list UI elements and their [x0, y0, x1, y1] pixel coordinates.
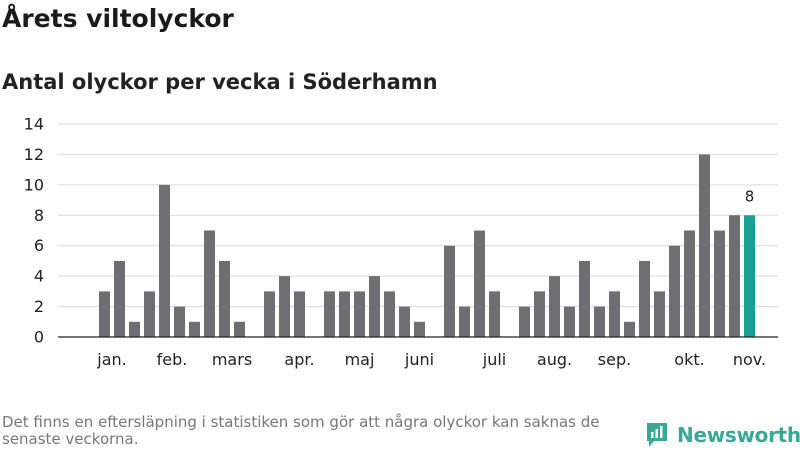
bar — [279, 276, 290, 337]
x-tick-label: jan. — [96, 350, 126, 369]
chart-title: Årets viltolyckor — [2, 4, 234, 33]
bar — [669, 245, 680, 337]
bar — [189, 321, 200, 337]
y-tick-label: 2 — [34, 297, 44, 316]
y-tick-label: 10 — [24, 175, 44, 194]
bar — [399, 306, 410, 337]
bar — [534, 291, 545, 337]
x-tick-label: okt. — [674, 350, 704, 369]
bar — [519, 306, 530, 337]
bar — [114, 260, 125, 337]
bar — [474, 230, 485, 337]
y-tick-label: 6 — [34, 236, 44, 255]
x-tick-label: maj — [345, 350, 375, 369]
bar — [159, 184, 170, 337]
bar — [264, 291, 275, 337]
chart-subtitle: Antal olyckor per vecka i Söderhamn — [2, 70, 438, 94]
newsworthy-logo: Newsworthy — [645, 420, 800, 450]
x-tick-label: juni — [404, 350, 434, 369]
bar — [144, 291, 155, 337]
bar — [699, 154, 710, 337]
bar — [684, 230, 695, 337]
bar — [654, 291, 665, 337]
bar — [624, 321, 635, 337]
footnote: Det finns en eftersläpning i statistiken… — [2, 413, 600, 448]
bar — [549, 276, 560, 337]
bar — [384, 291, 395, 337]
bar — [369, 276, 380, 337]
bar — [444, 245, 455, 337]
bar — [234, 321, 245, 337]
x-tick-label: juli — [482, 350, 506, 369]
x-tick-label: mars — [212, 350, 252, 369]
y-tick-label: 4 — [34, 267, 44, 286]
bar — [564, 306, 575, 337]
x-tick-label: sep. — [598, 350, 631, 369]
bar — [129, 321, 140, 337]
newsworthy-logo-icon — [647, 423, 667, 447]
data-label: 8 — [745, 187, 755, 205]
x-tick-label: feb. — [157, 350, 188, 369]
bar — [714, 230, 725, 337]
bar — [204, 230, 215, 337]
bar — [414, 321, 425, 337]
bar — [99, 291, 110, 337]
y-tick-label: 12 — [24, 145, 44, 164]
bar — [639, 260, 650, 337]
bar — [594, 306, 605, 337]
brand-name: Newsworthy — [677, 423, 800, 447]
bar — [729, 215, 740, 337]
x-tick-label: apr. — [284, 350, 314, 369]
bar — [339, 291, 350, 337]
bar-highlight — [744, 215, 755, 337]
bar — [354, 291, 365, 337]
bar — [489, 291, 500, 337]
bar — [324, 291, 335, 337]
x-tick-label: nov. — [733, 350, 766, 369]
y-tick-label: 0 — [34, 328, 44, 347]
bar — [174, 306, 185, 337]
bar — [294, 291, 305, 337]
x-tick-label: aug. — [537, 350, 572, 369]
y-tick-label: 14 — [24, 115, 44, 134]
bar — [459, 306, 470, 337]
y-tick-label: 8 — [34, 206, 44, 225]
bar — [609, 291, 620, 337]
bar-chart: 0 2 4 6 8 10 12 14 8 jan. feb. mars apr. maj juni juli a… — [24, 115, 778, 369]
bar — [579, 260, 590, 337]
bar — [219, 260, 230, 337]
